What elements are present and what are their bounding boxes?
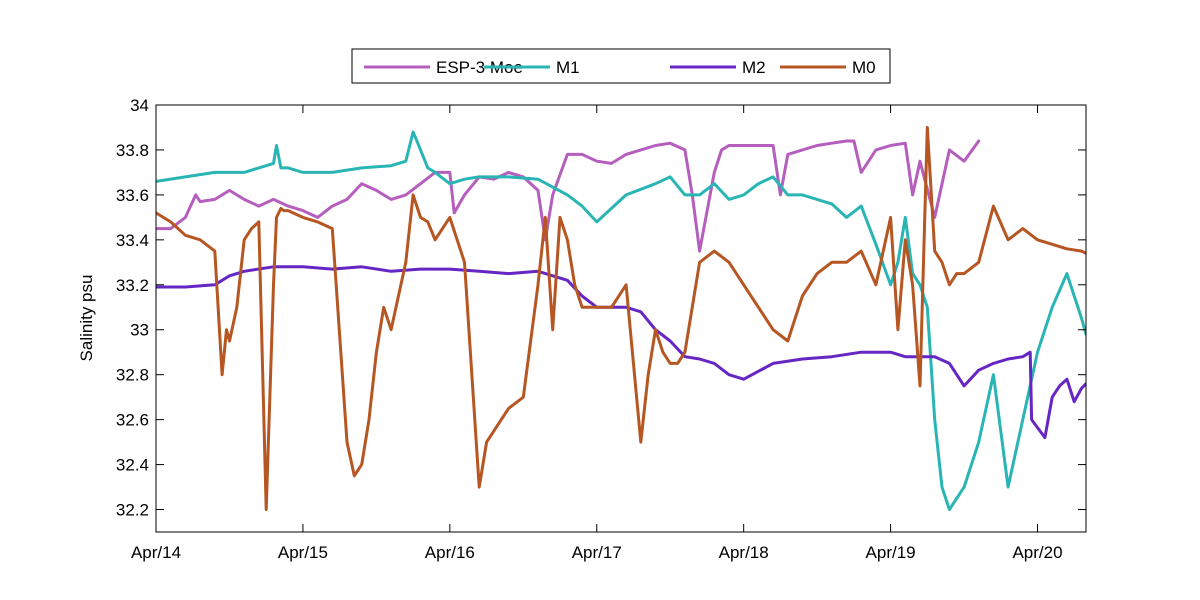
plot-frame (155, 104, 1087, 533)
legend-label: M0 (852, 58, 876, 77)
y-tick-label: 32.4 (116, 456, 149, 475)
legend-label: M1 (556, 58, 580, 77)
x-tick-label: Apr/19 (866, 543, 916, 562)
legend-label: ESP-3 Moe (436, 58, 523, 77)
x-tick-label: Apr/16 (425, 543, 475, 562)
series-line-m0 (156, 126, 1086, 511)
x-axis: Apr/14 Apr/15 Apr/16 Apr/17 Apr/18 Apr/19 Apr/… (131, 105, 1063, 562)
series-line-esp-3-moe (156, 139, 981, 253)
series-layer (156, 126, 1086, 511)
x-tick-label: Apr/20 (1012, 543, 1062, 562)
y-axis-label: Salinity psu (77, 275, 96, 362)
x-tick-label: Apr/18 (719, 543, 769, 562)
y-tick-label: 33.2 (116, 276, 149, 295)
y-tick-label: 32.8 (116, 366, 149, 385)
series-line-m2 (156, 265, 1086, 440)
y-tick-label: 33 (130, 321, 149, 340)
y-tick-label: 32.6 (116, 411, 149, 430)
x-tick-label: Apr/17 (572, 543, 622, 562)
y-tick-label: 33.4 (116, 231, 149, 250)
y-tick-label: 34 (130, 96, 149, 115)
y-tick-label: 32.2 (116, 501, 149, 520)
y-axis: 32.2 32.4 32.6 32.8 33 33.2 33.4 33.6 33.8 34 (116, 96, 1086, 520)
x-tick-label: Apr/15 (278, 543, 328, 562)
y-tick-label: 33.8 (116, 141, 149, 160)
legend: ESP-3 Moe M1 M2 M0 (351, 48, 891, 84)
y-tick-label: 33.6 (116, 186, 149, 205)
x-tick-label: Apr/14 (131, 543, 181, 562)
legend-items: ESP-3 Moe M1 M2 M0 (364, 58, 876, 77)
series-line-m1 (156, 130, 1086, 511)
legend-label: M2 (742, 58, 766, 77)
